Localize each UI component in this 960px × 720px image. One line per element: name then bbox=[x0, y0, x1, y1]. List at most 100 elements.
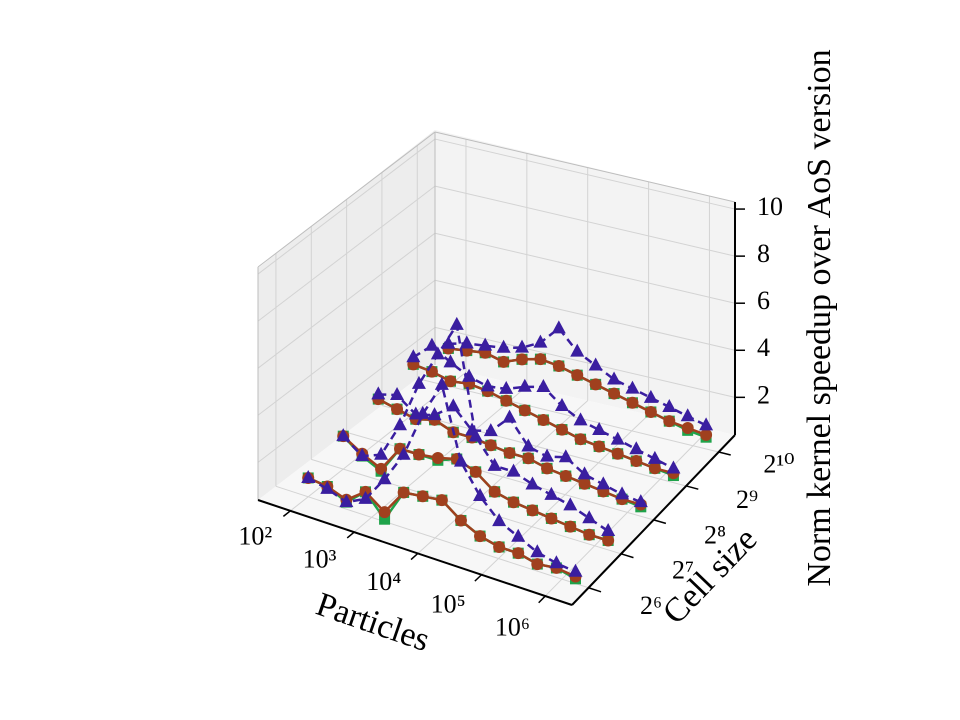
marker bbox=[371, 386, 386, 400]
marker bbox=[503, 446, 516, 459]
x-tick-label: 10⁴ bbox=[366, 567, 401, 596]
marker bbox=[601, 523, 616, 537]
grid-line bbox=[257, 138, 436, 275]
marker bbox=[516, 353, 529, 366]
marker bbox=[570, 343, 585, 357]
marker bbox=[534, 353, 547, 366]
marker bbox=[411, 375, 426, 389]
x-tick bbox=[346, 531, 355, 539]
marker bbox=[540, 448, 555, 462]
marker bbox=[536, 378, 551, 392]
grid-line bbox=[434, 232, 736, 304]
z-tick-label: 10 bbox=[757, 192, 783, 221]
marker bbox=[478, 337, 493, 351]
marker bbox=[574, 433, 587, 446]
marker bbox=[511, 528, 526, 542]
marker bbox=[397, 486, 410, 499]
marker bbox=[554, 398, 569, 412]
marker bbox=[320, 480, 335, 494]
x-tick-label: 10⁵ bbox=[431, 590, 466, 619]
marker bbox=[427, 407, 442, 421]
marker bbox=[568, 563, 583, 577]
pane-edge bbox=[257, 131, 436, 268]
marker bbox=[518, 404, 531, 417]
marker bbox=[507, 496, 520, 509]
marker bbox=[502, 409, 517, 423]
grid-line bbox=[257, 185, 436, 322]
x-axis bbox=[257, 499, 573, 606]
marker bbox=[390, 387, 405, 401]
marker bbox=[379, 513, 391, 525]
marker bbox=[644, 405, 657, 418]
marker bbox=[563, 497, 578, 511]
marker bbox=[578, 477, 591, 490]
marker bbox=[629, 441, 644, 455]
marker bbox=[526, 504, 539, 517]
marker bbox=[551, 320, 566, 334]
x-axis-label: Particles bbox=[312, 586, 435, 659]
marker bbox=[459, 335, 474, 349]
z-tick-label: 6 bbox=[757, 286, 770, 315]
marker bbox=[648, 462, 661, 475]
y-tick-label: 2⁹ bbox=[736, 485, 758, 514]
marker bbox=[633, 494, 648, 508]
marker bbox=[446, 398, 461, 412]
x-tick-label: 10³ bbox=[303, 544, 337, 573]
marker bbox=[378, 506, 391, 519]
marker bbox=[681, 421, 694, 434]
marker bbox=[375, 462, 388, 475]
marker bbox=[699, 417, 714, 431]
marker bbox=[301, 469, 316, 483]
y-tick-label: 2⁷ bbox=[672, 556, 694, 585]
grid bbox=[257, 131, 736, 597]
marker bbox=[666, 460, 681, 474]
marker bbox=[680, 408, 695, 422]
marker bbox=[592, 421, 607, 435]
grid-line bbox=[257, 232, 436, 369]
marker bbox=[443, 354, 458, 368]
marker bbox=[473, 488, 488, 502]
marker bbox=[453, 453, 468, 467]
marker bbox=[434, 376, 449, 390]
marker bbox=[377, 471, 392, 485]
z-tick-label: 2 bbox=[757, 380, 770, 409]
marker bbox=[515, 339, 530, 353]
grid-line bbox=[311, 458, 622, 555]
marker bbox=[643, 389, 658, 403]
grid-line bbox=[434, 138, 736, 210]
floor-pane bbox=[258, 365, 735, 605]
marker bbox=[559, 470, 572, 483]
y-tick-label: 2⁸ bbox=[704, 520, 726, 549]
marker bbox=[610, 431, 625, 445]
marker bbox=[493, 540, 506, 553]
marker bbox=[449, 316, 464, 330]
marker bbox=[517, 378, 532, 392]
marker bbox=[573, 412, 588, 426]
y-tick bbox=[718, 451, 731, 456]
marker bbox=[608, 387, 621, 400]
marker bbox=[663, 415, 676, 428]
grid-line bbox=[434, 279, 736, 351]
y-tick bbox=[620, 553, 634, 559]
z-axis-label: Norm kernel speedup over AoS version bbox=[801, 49, 838, 586]
marker bbox=[596, 476, 611, 490]
marker bbox=[497, 355, 510, 368]
z-tick-label: 8 bbox=[757, 239, 770, 268]
marker bbox=[487, 457, 502, 471]
marker bbox=[483, 423, 498, 437]
marker bbox=[531, 558, 544, 571]
marker bbox=[625, 380, 640, 394]
series-line bbox=[342, 321, 609, 533]
marker bbox=[545, 512, 558, 525]
marker bbox=[496, 339, 511, 353]
y-tick bbox=[685, 485, 699, 490]
x-tick bbox=[410, 552, 419, 561]
marker bbox=[525, 476, 540, 490]
marker bbox=[583, 528, 596, 541]
marker bbox=[468, 428, 483, 442]
marker bbox=[424, 337, 439, 351]
marker bbox=[522, 452, 535, 465]
y-tick-label: 2⁶ bbox=[640, 591, 662, 620]
